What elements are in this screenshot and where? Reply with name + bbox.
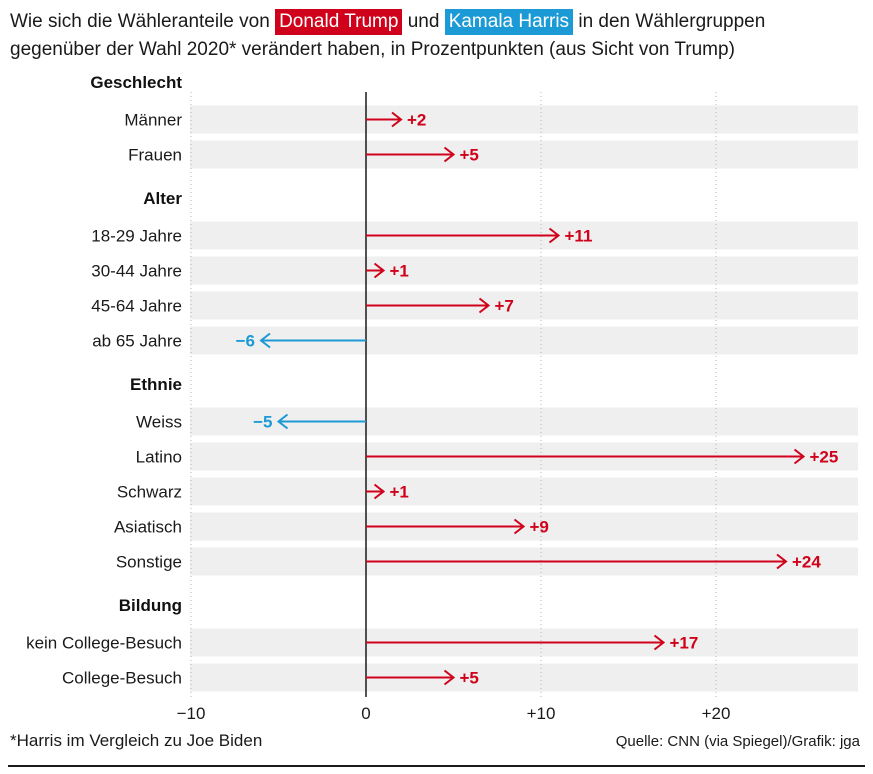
value-label: +9 <box>530 518 549 537</box>
value-label: −5 <box>253 413 272 432</box>
row-band <box>190 477 858 506</box>
title-part3: in den Wählergruppen <box>578 11 766 32</box>
arrow-chart: Geschlecht Alter Ethnie Bildung Männer +2 Frau… <box>26 73 858 722</box>
arrow-head <box>443 669 456 686</box>
value-label: +5 <box>460 146 479 165</box>
title-line2: gegenüber der Wahl 2020* verändert haben… <box>10 39 735 60</box>
x-tick-label: +10 <box>527 704 556 722</box>
bottom-rule <box>8 765 865 767</box>
row-band <box>190 105 858 134</box>
value-label: +5 <box>460 669 479 688</box>
arrow-head <box>776 553 788 570</box>
group-header: Alter <box>143 189 182 208</box>
category-label: Sonstige <box>116 553 182 572</box>
arrow-head <box>478 297 491 314</box>
category-label: 18-29 Jahre <box>91 227 182 246</box>
value-label: +17 <box>670 634 699 653</box>
category-label: Männer <box>124 111 182 130</box>
group-header: Ethnie <box>130 375 182 394</box>
group-header: Geschlecht <box>90 73 182 92</box>
value-label: +11 <box>565 227 593 246</box>
arrow-head <box>373 262 386 279</box>
category-label: Latino <box>136 448 182 467</box>
x-tick-label: +20 <box>702 704 731 722</box>
arrow-head <box>391 111 403 128</box>
footnote: *Harris im Vergleich zu Joe Biden <box>10 731 263 750</box>
row-band <box>190 140 858 169</box>
trump-label: Donald Trump <box>275 9 403 35</box>
value-label: +1 <box>390 262 409 281</box>
category-label: 30-44 Jahre <box>91 262 182 281</box>
value-label: +2 <box>407 111 426 130</box>
arrow-head <box>548 227 561 244</box>
arrow-head <box>276 413 289 430</box>
group-header: Bildung <box>119 596 182 615</box>
arrow-head <box>373 483 386 500</box>
value-label: +1 <box>390 483 409 502</box>
harris-label: Kamala Harris <box>444 9 574 35</box>
x-tick-label: 0 <box>361 704 370 722</box>
row-band <box>190 256 858 285</box>
category-label: Asiatisch <box>114 518 182 537</box>
arrow-head <box>793 448 806 465</box>
value-label: +24 <box>792 553 821 572</box>
category-label: College-Besuch <box>62 669 182 688</box>
chart-title: Wie sich die Wähleranteile von Donald Tr… <box>10 8 865 64</box>
category-label: ab 65 Jahre <box>92 332 182 351</box>
arrow-head <box>259 332 271 349</box>
x-tick-label: −10 <box>177 704 206 722</box>
row-band <box>190 663 858 692</box>
title-part1: Wie sich die Wähleranteile von <box>10 11 270 32</box>
category-label: Frauen <box>128 146 182 165</box>
title-part2: und <box>407 11 440 32</box>
value-label: +7 <box>495 297 514 316</box>
value-label: −6 <box>236 332 255 351</box>
row-band <box>190 291 858 320</box>
arrow-head <box>443 146 456 163</box>
source-credit: Quelle: CNN (via Spiegel)/Grafik: jga <box>615 733 860 750</box>
arrow-head <box>513 518 526 535</box>
category-label: Weiss <box>136 413 182 432</box>
category-label: 45-64 Jahre <box>91 297 182 316</box>
category-label: kein College-Besuch <box>26 634 182 653</box>
arrow-head <box>653 634 666 651</box>
category-label: Schwarz <box>117 483 182 502</box>
value-label: +25 <box>810 448 839 467</box>
